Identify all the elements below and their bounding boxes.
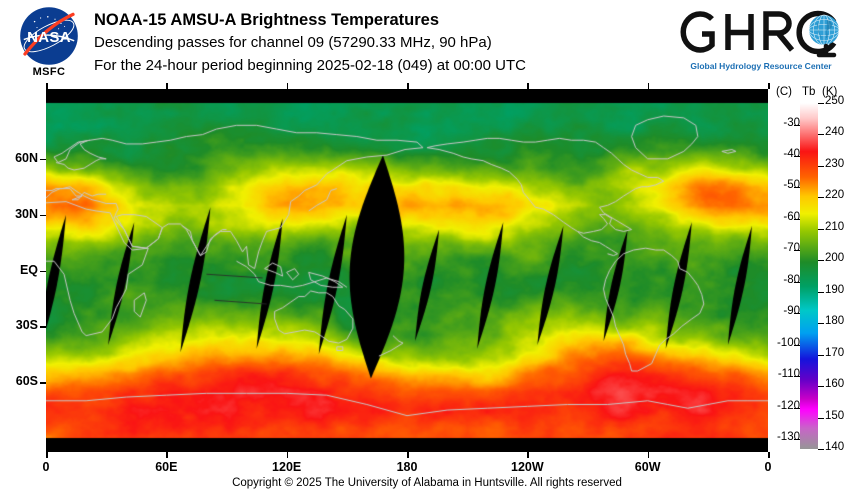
lon-label: 180 (396, 460, 418, 474)
colorbar-celsius-label: -70 (783, 242, 800, 255)
colorbar-celsius-tick (794, 313, 800, 315)
lon-tick (286, 452, 289, 458)
colorbar-kelvin-label: 230 (825, 157, 845, 170)
header: NASA MSFC NOAA-15 AMSU-A Brightness Temp… (0, 0, 854, 88)
colorbar-celsius-tick (794, 124, 800, 126)
colorbar-celsius-tick (794, 407, 800, 409)
ghrc-wordmark-icon (680, 10, 840, 58)
colorbar-celsius-tick (794, 250, 800, 252)
page-period: For the 24-hour period beginning 2025-02… (94, 57, 526, 74)
title-block: NOAA-15 AMSU-A Brightness Temperatures D… (94, 9, 654, 77)
colorbar-celsius-label: -60 (783, 210, 800, 223)
lon-tick-top (768, 83, 770, 89)
ghrc-subtitle: Global Hydrology Resource Center (690, 61, 832, 71)
colorbar-kelvin-label: 250 (825, 95, 845, 107)
lon-label: 60W (634, 460, 661, 474)
lon-tick (407, 452, 409, 458)
ghrc-logo: Global Hydrology Resource Center (676, 6, 846, 80)
colorbar-celsius-tick (794, 281, 800, 283)
svg-text:NASA: NASA (27, 29, 71, 46)
lon-tick (768, 452, 770, 458)
lat-tick (40, 382, 46, 384)
colorbar-kelvin-tick (818, 260, 824, 262)
lon-label: 120W (511, 460, 544, 474)
colorbar-kelvin-tick (818, 386, 824, 388)
lat-tick (40, 158, 46, 161)
colorbar-celsius-label: -50 (783, 179, 800, 192)
colorbar-kelvin-tick (818, 228, 824, 230)
colorbar-kelvin-label: 210 (825, 220, 845, 233)
colorbar-kelvin-tick (818, 103, 824, 104)
colorbar-kelvin-label: 240 (825, 126, 845, 139)
colorbar-kelvin-unit: (K) (822, 86, 838, 98)
colorbar-kelvin-tick (818, 134, 824, 136)
colorbar-kelvin-tick (818, 197, 824, 199)
page-title: NOAA-15 AMSU-A Brightness Temperatures (94, 11, 440, 29)
colorbar-kelvin-label: 200 (825, 252, 845, 265)
colorbar-kelvin-tick (818, 417, 824, 419)
lon-tick-top (46, 83, 48, 89)
lat-label: EQ (19, 262, 38, 277)
lon-tick (527, 452, 529, 458)
colorbar-celsius-label: -40 (783, 148, 800, 160)
lon-label: 60E (155, 460, 178, 474)
copyright-notice: Copyright © 2025 The University of Alaba… (232, 477, 622, 489)
colorbar-celsius-label: -30 (783, 116, 800, 129)
lon-tick (166, 452, 168, 458)
colorbar-kelvin-tick (818, 323, 824, 325)
nasa-center-label: MSFC (32, 66, 66, 78)
brightness-temperature-map[interactable] (46, 89, 768, 452)
colorbar-celsius-tick (794, 156, 800, 157)
lat-label: 30N (15, 206, 38, 221)
colorbar-celsius-unit: (C) (776, 86, 792, 98)
nasa-logo: NASA MSFC (12, 4, 86, 84)
colorbar-kelvin-label: 160 (825, 378, 845, 391)
colorbar-kelvin-label: 170 (825, 346, 845, 359)
lon-tick (46, 452, 48, 458)
colorbar-kelvin-tick (818, 165, 824, 167)
lat-label: 60N (15, 150, 38, 165)
colorbar-quantity: Tb (802, 86, 816, 98)
colorbar-kelvin-label: 180 (825, 315, 845, 328)
colorbar-kelvin-label: 190 (825, 283, 845, 296)
lon-tick-top (647, 83, 650, 89)
lat-label: 60S (15, 374, 38, 389)
colorbar-celsius-label: -110 (777, 368, 800, 381)
page-subtitle: Descending passes for channel 09 (57290.… (94, 34, 492, 51)
lon-label: 0 (42, 460, 50, 474)
lon-label: 120E (272, 460, 302, 474)
colorbar-celsius-tick (794, 376, 800, 378)
lon-tick-top (527, 83, 529, 89)
colorbar-celsius-label: -100 (776, 336, 800, 349)
lon-tick-top (286, 83, 289, 89)
map-canvas[interactable] (46, 89, 768, 452)
lon-tick-top (407, 83, 409, 89)
lon-label: 0 (764, 460, 772, 474)
colorbar-kelvin-tick (818, 354, 824, 356)
colorbar-kelvin-label: 220 (825, 189, 845, 202)
colorbar: (C) Tb (K) 250 240 230 220 210 200 190 180 170 16… (776, 86, 854, 466)
colorbar-celsius-tick (794, 187, 800, 189)
nasa-meatball-icon: NASA (20, 7, 78, 65)
colorbar-kelvin-tick (818, 291, 824, 293)
colorbar-kelvin-label: 150 (825, 409, 845, 422)
colorbar-celsius-label: -90 (783, 305, 800, 318)
lat-tick (40, 270, 46, 272)
colorbar-celsius-label: -120 (776, 399, 800, 412)
colorbar-celsius-tick (794, 218, 800, 220)
colorbar-kelvin-tick (818, 449, 824, 450)
lat-tick (40, 214, 46, 217)
colorbar-gradient (800, 103, 818, 449)
lon-tick-top (166, 83, 168, 89)
colorbar-kelvin-label: 140 (825, 441, 845, 453)
colorbar-celsius-label: -80 (783, 273, 800, 286)
lon-tick (647, 452, 650, 458)
colorbar-celsius-tick (794, 344, 800, 346)
colorbar-celsius-label: -130 (776, 431, 800, 444)
colorbar-celsius-tick (794, 439, 800, 441)
lat-label: 30S (15, 318, 38, 333)
lat-tick (40, 326, 46, 328)
